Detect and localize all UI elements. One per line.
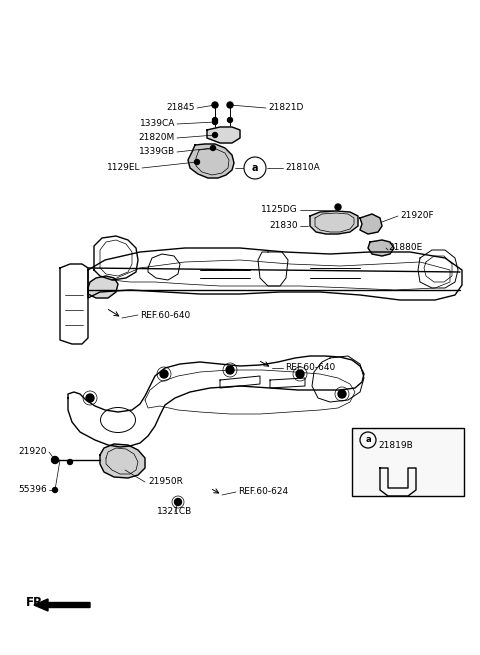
Bar — [352, 428, 464, 496]
Polygon shape — [207, 127, 240, 143]
Text: a: a — [365, 436, 371, 445]
Circle shape — [227, 102, 233, 108]
Circle shape — [244, 157, 266, 179]
Polygon shape — [360, 214, 382, 234]
Text: 1125DG: 1125DG — [261, 206, 298, 214]
Circle shape — [213, 117, 217, 122]
Circle shape — [51, 457, 59, 464]
FancyArrow shape — [34, 599, 90, 611]
Circle shape — [335, 204, 341, 210]
Polygon shape — [100, 444, 145, 478]
Text: 21820M: 21820M — [139, 134, 175, 143]
Circle shape — [226, 366, 234, 374]
Text: 21845: 21845 — [167, 103, 195, 113]
Text: 21819B: 21819B — [378, 441, 413, 451]
Circle shape — [211, 145, 216, 151]
Text: 55396: 55396 — [18, 485, 47, 495]
Circle shape — [338, 390, 346, 398]
Circle shape — [213, 132, 217, 138]
Circle shape — [68, 460, 72, 464]
Circle shape — [194, 160, 200, 164]
Text: a: a — [252, 163, 258, 173]
Circle shape — [228, 117, 232, 122]
Text: 21920: 21920 — [19, 447, 47, 457]
Circle shape — [213, 119, 217, 124]
Circle shape — [212, 102, 218, 108]
Text: REF.60-624: REF.60-624 — [238, 487, 288, 496]
Text: FR.: FR. — [26, 597, 48, 610]
Circle shape — [160, 370, 168, 378]
Polygon shape — [310, 211, 358, 234]
Text: 21880E: 21880E — [388, 244, 422, 252]
Circle shape — [175, 498, 181, 506]
Circle shape — [52, 487, 58, 493]
Text: REF.60-640: REF.60-640 — [140, 310, 190, 320]
Polygon shape — [188, 144, 234, 178]
Text: 21950R: 21950R — [148, 477, 183, 487]
Text: 21810A: 21810A — [285, 164, 320, 172]
Circle shape — [296, 370, 304, 378]
Text: 21821D: 21821D — [268, 103, 303, 113]
Circle shape — [86, 394, 94, 402]
Text: 21830: 21830 — [269, 221, 298, 231]
Text: REF.60-640: REF.60-640 — [285, 364, 335, 373]
Text: 1321CB: 1321CB — [157, 508, 192, 517]
Text: 1339CA: 1339CA — [140, 119, 175, 128]
Text: 1129EL: 1129EL — [107, 164, 140, 172]
Polygon shape — [88, 276, 118, 298]
Text: 1339GB: 1339GB — [139, 147, 175, 157]
Text: 21920F: 21920F — [400, 212, 433, 221]
Polygon shape — [368, 240, 394, 256]
